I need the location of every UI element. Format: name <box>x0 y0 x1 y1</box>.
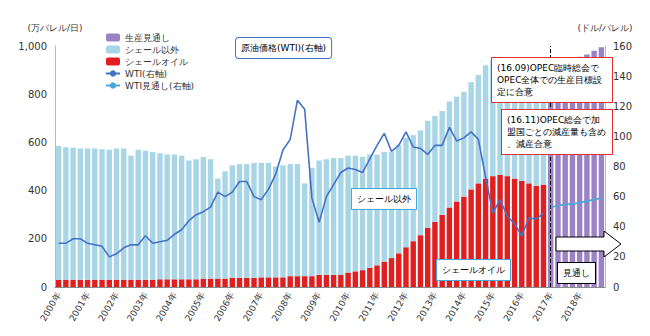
svg-text:2010年: 2010年 <box>328 290 353 323</box>
svg-text:160: 160 <box>613 41 632 52</box>
svg-text:2007年: 2007年 <box>241 290 266 323</box>
svg-text:2002年: 2002年 <box>96 290 121 323</box>
svg-text:2013年: 2013年 <box>415 290 440 323</box>
svg-text:生産見通し: 生産見通し <box>125 33 170 43</box>
svg-text:(万バレル/日): (万バレル/日) <box>27 23 82 33</box>
svg-text:(ドル/バレル): (ドル/バレル) <box>577 23 632 33</box>
svg-text:2018年: 2018年 <box>559 290 584 323</box>
svg-text:シェールオイル: シェールオイル <box>125 57 188 67</box>
svg-text:1,000: 1,000 <box>18 41 47 52</box>
svg-text:2015年: 2015年 <box>473 290 498 323</box>
svg-text:800: 800 <box>28 89 47 100</box>
svg-text:盟国ごとの減産量も含め: 盟国ごとの減産量も含め <box>507 127 606 137</box>
svg-text:(16.09)OPEC臨時総会で: (16.09)OPEC臨時総会で <box>497 63 600 73</box>
svg-text:OPEC全体での生産目標設: OPEC全体での生産目標設 <box>497 75 602 85</box>
svg-text:定に合意: 定に合意 <box>497 87 533 97</box>
svg-text:2012年: 2012年 <box>386 290 411 323</box>
svg-text:80: 80 <box>613 161 626 172</box>
svg-text:0: 0 <box>41 282 47 293</box>
svg-text:原油価格(WTI)(右軸): 原油価格(WTI)(右軸) <box>241 43 326 53</box>
svg-text:2003年: 2003年 <box>125 290 150 323</box>
svg-text:400: 400 <box>28 185 47 196</box>
svg-text:、減産合意: 、減産合意 <box>507 139 552 149</box>
svg-text:(16.11)OPEC総会で加: (16.11)OPEC総会で加 <box>507 115 600 125</box>
svg-text:600: 600 <box>28 137 47 148</box>
svg-text:120: 120 <box>613 101 632 112</box>
svg-text:2000年: 2000年 <box>38 290 63 323</box>
svg-text:40: 40 <box>613 221 626 232</box>
svg-text:WTI見通し(右軸): WTI見通し(右軸) <box>125 81 194 91</box>
svg-text:2014年: 2014年 <box>444 290 469 323</box>
svg-text:200: 200 <box>28 233 47 244</box>
svg-text:2006年: 2006年 <box>212 290 237 323</box>
svg-text:WTI(右軸): WTI(右軸) <box>125 69 167 79</box>
svg-text:シェール以外: シェール以外 <box>357 194 411 204</box>
svg-text:2016年: 2016年 <box>502 290 527 323</box>
svg-text:2008年: 2008年 <box>270 290 295 323</box>
svg-text:0: 0 <box>613 282 619 293</box>
svg-text:シェール以外: シェール以外 <box>125 45 179 55</box>
svg-text:2017年: 2017年 <box>530 290 555 323</box>
svg-text:20: 20 <box>613 251 626 262</box>
svg-text:シェールオイル: シェールオイル <box>442 265 505 275</box>
svg-text:2005年: 2005年 <box>183 290 208 323</box>
svg-text:2009年: 2009年 <box>299 290 324 323</box>
svg-text:2011年: 2011年 <box>357 290 382 323</box>
svg-text:60: 60 <box>613 191 626 202</box>
svg-text:2004年: 2004年 <box>154 290 179 323</box>
svg-text:2001年: 2001年 <box>67 290 92 323</box>
svg-text:140: 140 <box>613 71 632 82</box>
svg-text:100: 100 <box>613 131 632 142</box>
svg-text:見通し: 見通し <box>563 268 590 278</box>
